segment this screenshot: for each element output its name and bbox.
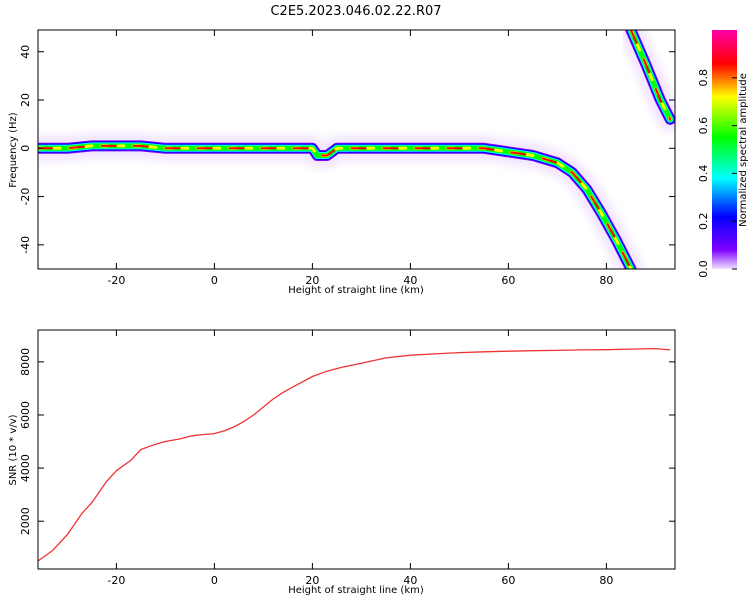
colorbar-tick-label: 0.4	[697, 165, 710, 183]
snr-series-line	[38, 347, 671, 562]
colorbar-tick-label: 0.2	[697, 212, 710, 230]
snr-x-tick-label: 60	[501, 574, 515, 587]
snr-x-tick-label: 40	[403, 574, 417, 587]
colorbar-tick-label: 0.6	[697, 117, 710, 135]
spectrogram-frame	[37, 29, 676, 270]
snr-y-axis-label: SNR (10 * v/v)	[8, 414, 19, 485]
snr-x-tick-label: 80	[599, 574, 613, 587]
snr-y-ticks: 2000 4000 6000 8000	[19, 348, 675, 535]
spectrogram-y-tick-label: 40	[19, 45, 32, 59]
spectrogram-panel: -20 0 20 40 60 80 -40 -20 0 20 40 Height of strai…	[8, 29, 676, 296]
spectrogram-y-tick-label: 0	[19, 145, 32, 152]
snr-y-tick-label: 8000	[19, 348, 32, 376]
spectrogram-x-tick-label: 40	[403, 274, 417, 287]
figure-title: C2E5.2023.046.02.22.R07	[270, 4, 441, 19]
spectrogram-x-tick-label: -20	[107, 274, 125, 287]
snr-x-tick-label: -20	[107, 574, 125, 587]
snr-plot-area	[38, 347, 671, 562]
spectrogram-y-tick-label: -40	[19, 236, 32, 254]
snr-x-tick-label: 20	[305, 574, 319, 587]
spectrogram-x-tick-label: 20	[305, 274, 319, 287]
spectrogram-y-tick-label: -20	[19, 188, 32, 206]
colorbar-label: Normalized spectral amplitude	[738, 73, 749, 227]
spectrogram-x-tick-label: 60	[501, 274, 515, 287]
colorbar-ticks: 0.0 0.2 0.4 0.6 0.8	[697, 69, 737, 278]
spectrogram-plot-area	[38, 30, 675, 269]
spectrogram-ridge-upper-yellow	[629, 30, 672, 121]
colorbar-tick-label: 0.0	[697, 260, 710, 278]
spectrogram-x-ticks: -20 0 20 40 60 80	[107, 30, 613, 287]
spectrogram-y-axis-label: Frequency (Hz)	[8, 112, 19, 188]
snr-x-ticks: -20 0 20 40 60 80	[107, 330, 613, 587]
spectrogram-y-tick-label: 20	[19, 93, 32, 107]
snr-y-tick-label: 2000	[19, 507, 32, 535]
colorbar: 0.0 0.2 0.4 0.6 0.8 Normalized spectral ampl…	[697, 30, 749, 278]
spectrogram-ridge-main-halo	[38, 132, 644, 269]
snr-x-tick-label: 0	[211, 574, 218, 587]
spectrogram-x-axis-label: Height of straight line (km)	[288, 285, 424, 296]
snr-x-axis-label: Height of straight line (km)	[288, 585, 424, 596]
spectrogram-ridge-main-peak	[38, 144, 632, 269]
snr-y-tick-label: 6000	[19, 401, 32, 429]
spectrogram-x-tick-label: 80	[599, 274, 613, 287]
snr-y-tick-label: 4000	[19, 454, 32, 482]
colorbar-gradient	[712, 30, 737, 269]
colorbar-tick-label: 0.8	[697, 69, 710, 87]
spectrogram-y-ticks: -40 -20 0 20 40	[19, 45, 675, 254]
snr-panel: -20 0 20 40 60 80 2000 4000 6000 8000 Height of …	[8, 329, 676, 596]
spectrogram-x-tick-label: 0	[211, 274, 218, 287]
snr-frame	[37, 329, 676, 570]
